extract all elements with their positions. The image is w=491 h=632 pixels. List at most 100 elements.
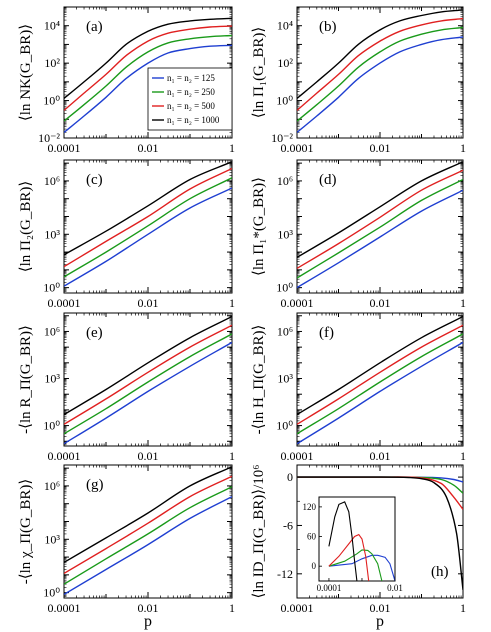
inset-x-tick-label: 0.01 xyxy=(387,583,403,593)
y-tick-label: 10² xyxy=(44,56,60,70)
y-tick-label: -6 xyxy=(283,518,293,532)
x-tick-label: 0.0001 xyxy=(48,296,81,310)
series-line-1 xyxy=(64,187,232,287)
x-axis-label: p xyxy=(144,613,152,630)
y-tick-label: -12 xyxy=(277,567,293,581)
series-line-2 xyxy=(64,34,232,122)
series-line-2 xyxy=(64,177,232,278)
inset-x-tick-label: 0.0001 xyxy=(317,583,342,593)
inset: 120 60 0 0.0001 0.01 xyxy=(303,496,403,593)
x-tick-label: 0.01 xyxy=(138,601,159,615)
series-line-1 xyxy=(297,36,463,133)
y-tick-label: 10⁶ xyxy=(277,174,293,188)
inset-y-tick-label: 0 xyxy=(312,561,317,571)
panel-b: 0.0001 0.01 1 10⁻² 10⁰ 10² 10⁴ (b) ⟨ln Π₁(G_BR)⟩ xyxy=(251,6,466,155)
y-tick-label: 10³ xyxy=(44,372,60,386)
panel-h: 0.0001 0.01 1 -12 -6 0 (h) ⟨ln ID_Π(G_BR)⟩/10⁶ 1… xyxy=(251,464,466,615)
y-tick-label: 10⁶ xyxy=(44,324,60,338)
y-tick-label: 10⁻² xyxy=(271,131,293,145)
panel-c: 0.0001 0.01 1 10⁰ 10³ 10⁶ (c) ⟨ln Π₂(G_BR)⟩ xyxy=(18,159,235,310)
series-group xyxy=(64,17,232,133)
x-tick-label: 0.0001 xyxy=(281,601,314,615)
y-axis-label: ⟨ln Π₂(G_BR)⟩ xyxy=(18,181,34,273)
x-tick-label: 1 xyxy=(229,449,235,463)
y-axis-label: ⟨ln Π₁*(G_BR)⟩ xyxy=(251,177,267,276)
y-axis-label: ⟨ln ID_Π(G_BR)⟩/10⁶ xyxy=(251,464,267,598)
series-line-4 xyxy=(64,17,232,99)
x-tick-label: 0.01 xyxy=(370,296,391,310)
x-tick-label: 0.01 xyxy=(370,141,391,155)
series-line-2 xyxy=(297,26,463,122)
series-line-1 xyxy=(297,341,463,445)
legend-label: n₁ = n₂ = 1000 xyxy=(167,115,220,125)
panel-d: 0.0001 0.01 1 10⁰ 10³ 10⁶ (d) ⟨ln Π₁*(G_BR)⟩ xyxy=(251,159,466,310)
y-tick-label: 10⁰ xyxy=(43,586,60,600)
panel-label: (c) xyxy=(86,172,103,188)
x-tick-label: 0.0001 xyxy=(281,141,314,155)
series-group xyxy=(297,476,463,590)
series-line-1 xyxy=(64,341,232,445)
x-tick-label: 0.0001 xyxy=(281,296,314,310)
x-tick-label: 1 xyxy=(460,449,466,463)
series-line-3 xyxy=(297,324,463,425)
inset-y-tick-label: 120 xyxy=(303,502,317,512)
inset-series-line-4 xyxy=(328,501,358,581)
x-tick-label: 1 xyxy=(460,141,466,155)
panel-label: (e) xyxy=(86,325,103,341)
series-group xyxy=(297,9,463,133)
x-tick-label: 0.01 xyxy=(138,449,159,463)
series-group xyxy=(297,161,463,289)
legend-label: n₁ = n₂ = 500 xyxy=(167,101,215,111)
y-axis-label: -⟨ln H_Π(G_BR)⟩ xyxy=(251,325,267,435)
series-line-3 xyxy=(64,167,232,268)
y-tick-label: 10⁶ xyxy=(277,324,293,338)
series-line-3 xyxy=(64,475,232,575)
panel-e: 0.0001 0.01 1 10⁰ 10³ 10⁶ (e) -⟨ln R_Π(G_BR)⟩ xyxy=(18,312,235,463)
series-line-1 xyxy=(297,189,463,289)
panel-label: (h) xyxy=(431,564,449,580)
y-tick-label: 10⁴ xyxy=(277,19,293,33)
series-line-4 xyxy=(297,476,463,590)
panel-label: (g) xyxy=(86,477,104,493)
series-line-2 xyxy=(64,333,232,435)
series-group xyxy=(64,315,232,445)
x-tick-label: 1 xyxy=(229,296,235,310)
x-tick-label: 1 xyxy=(460,601,466,615)
y-tick-label: 10³ xyxy=(44,227,60,241)
y-tick-label: 10³ xyxy=(277,372,293,386)
series-line-4 xyxy=(297,161,463,259)
series-line-3 xyxy=(297,169,463,270)
y-tick-label: 10⁻² xyxy=(38,131,60,145)
y-tick-label: 10⁰ xyxy=(43,281,60,295)
y-tick-label: 10⁴ xyxy=(44,19,60,33)
x-tick-label: 0.0001 xyxy=(281,449,314,463)
x-tick-label: 0.0001 xyxy=(48,141,81,155)
panel-f: 0.0001 0.01 1 10⁰ 10³ 10⁶ (f) -⟨ln H_Π(G_BR)⟩ xyxy=(251,312,466,463)
panel-label: (d) xyxy=(319,172,337,188)
x-axis-label: p xyxy=(376,613,384,630)
series-line-3 xyxy=(64,324,232,425)
x-tick-label: 0.01 xyxy=(370,449,391,463)
x-tick-label: 0.0001 xyxy=(48,601,81,615)
legend-label: n₁ = n₂ = 125 xyxy=(167,73,215,83)
series-line-3 xyxy=(297,17,463,111)
x-tick-label: 0.0001 xyxy=(48,449,81,463)
series-line-4 xyxy=(64,161,232,256)
series-line-2 xyxy=(297,178,463,279)
y-tick-label: 0 xyxy=(287,470,293,484)
y-tick-label: 10³ xyxy=(44,532,60,546)
panel-a: 0.0001 0.01 1 10⁻² 10⁰ 10² 10⁴ (a) ⟨ln NK(G_BR)⟩ xyxy=(18,6,235,155)
y-axis-label: ⟨ln NK(G_BR)⟩ xyxy=(18,24,34,121)
series-line-1 xyxy=(64,44,232,133)
y-tick-label: 10⁰ xyxy=(276,281,293,295)
x-tick-label: 0.01 xyxy=(370,601,391,615)
series-line-4 xyxy=(64,466,232,564)
inset-series-line-1 xyxy=(328,554,395,581)
panel-label: (a) xyxy=(86,19,103,35)
panel-g: 0.0001 0.01 1 10⁰ 10³ 10⁶ (g) -⟨ln χ_Π(G_BR)⟩ xyxy=(18,464,235,615)
inset-frame xyxy=(318,496,396,582)
series-group xyxy=(64,161,232,287)
inset-series-group xyxy=(328,501,395,581)
